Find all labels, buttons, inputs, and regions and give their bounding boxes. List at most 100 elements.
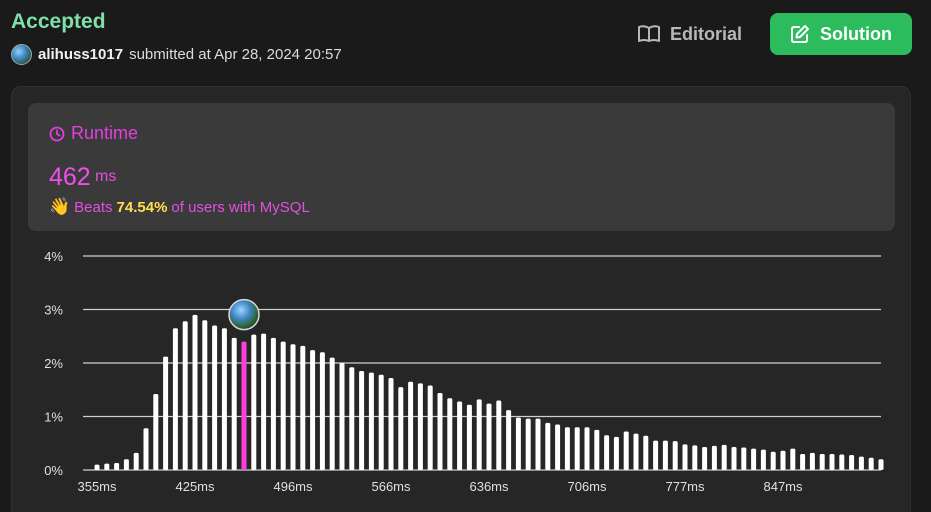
edit-icon [791,25,809,43]
bar [133,452,139,470]
bar [496,400,502,470]
status-title: Accepted [11,10,106,33]
bar [653,440,659,470]
bar [594,429,600,470]
beats-prefix: Beats [74,198,113,216]
bar [212,325,218,470]
runtime-value: 462 [49,163,91,191]
submission-info: alihuss1017 submitted at Apr 28, 2024 20… [11,44,342,65]
x-tick-label: 566ms [371,479,411,494]
bar [104,463,110,470]
bar [525,418,531,470]
avatar[interactable] [11,44,32,65]
x-tick-label: 636ms [469,479,509,494]
runtime-label: Runtime [71,123,139,143]
bar [545,422,551,470]
runtime-card[interactable] [28,103,895,231]
bar [604,435,610,470]
editorial-button[interactable]: Editorial [622,13,758,55]
bar [143,428,149,470]
y-tick-label: 0% [44,463,63,478]
book-icon [637,25,660,42]
y-tick-label: 3% [44,303,63,318]
bar [359,371,365,470]
bar [280,341,286,470]
bar [457,401,463,470]
bar [172,328,178,470]
bar [417,383,423,470]
bar [486,403,492,470]
beats-percent: 74.54% [116,198,168,216]
x-tick-label: 777ms [665,479,705,494]
bar [319,352,325,470]
bar [643,435,649,470]
x-tick-label: 425ms [175,479,215,494]
bar [584,427,590,470]
username-link[interactable]: alihuss1017 [38,46,124,63]
bar [506,410,512,470]
bar [555,424,561,470]
bar [731,446,737,470]
bar [251,334,257,470]
beats-line: 👋 Beats 74.54% of users with MySQL [49,197,310,217]
bar [163,356,169,470]
bar [310,350,316,470]
bar [349,367,355,470]
bar [476,399,482,470]
beats-suffix: of users with MySQL [171,198,310,216]
bar [535,418,541,470]
x-tick-label: 847ms [763,479,803,494]
bar [515,417,521,470]
bar [829,453,835,470]
bar [447,398,453,470]
bar [437,392,443,470]
bar [221,328,227,470]
bar [682,444,688,470]
bar [623,431,629,470]
bar [868,457,874,470]
solution-button[interactable]: Solution [770,13,912,55]
bar [858,456,864,470]
bar [114,463,120,470]
highlight-bar [241,341,247,470]
bar [819,453,825,470]
bar [702,446,708,470]
editorial-label: Editorial [669,23,742,44]
x-tick-label: 355ms [77,479,117,494]
y-tick-label: 1% [44,410,63,425]
bar [261,333,267,470]
bar [398,387,404,470]
bar [800,453,806,470]
bar [290,344,296,470]
wave-hand-icon: 👋 [49,197,71,216]
bar [849,455,855,470]
bar [711,445,717,470]
bar [94,464,100,470]
runtime-heading: Runtime [49,123,138,144]
bar [427,385,433,470]
y-tick-label: 4% [44,249,63,264]
y-tick-label: 2% [44,356,63,371]
bar [368,372,374,470]
runtime-unit: ms [95,168,117,185]
bar [408,381,414,470]
solution-label: Solution [820,23,892,44]
bar [790,448,796,470]
bar [741,447,747,470]
bar [809,452,815,470]
bar [692,445,698,470]
bar [839,454,845,470]
bar [564,427,570,470]
bar [153,394,159,470]
user-avatar-marker [228,298,260,331]
bar [780,450,786,470]
bar [613,436,619,470]
bar [770,451,776,470]
bar [182,321,188,470]
bar [751,448,757,470]
bar [466,404,472,470]
bar [192,314,198,470]
bar [329,357,335,470]
bar [270,337,276,470]
